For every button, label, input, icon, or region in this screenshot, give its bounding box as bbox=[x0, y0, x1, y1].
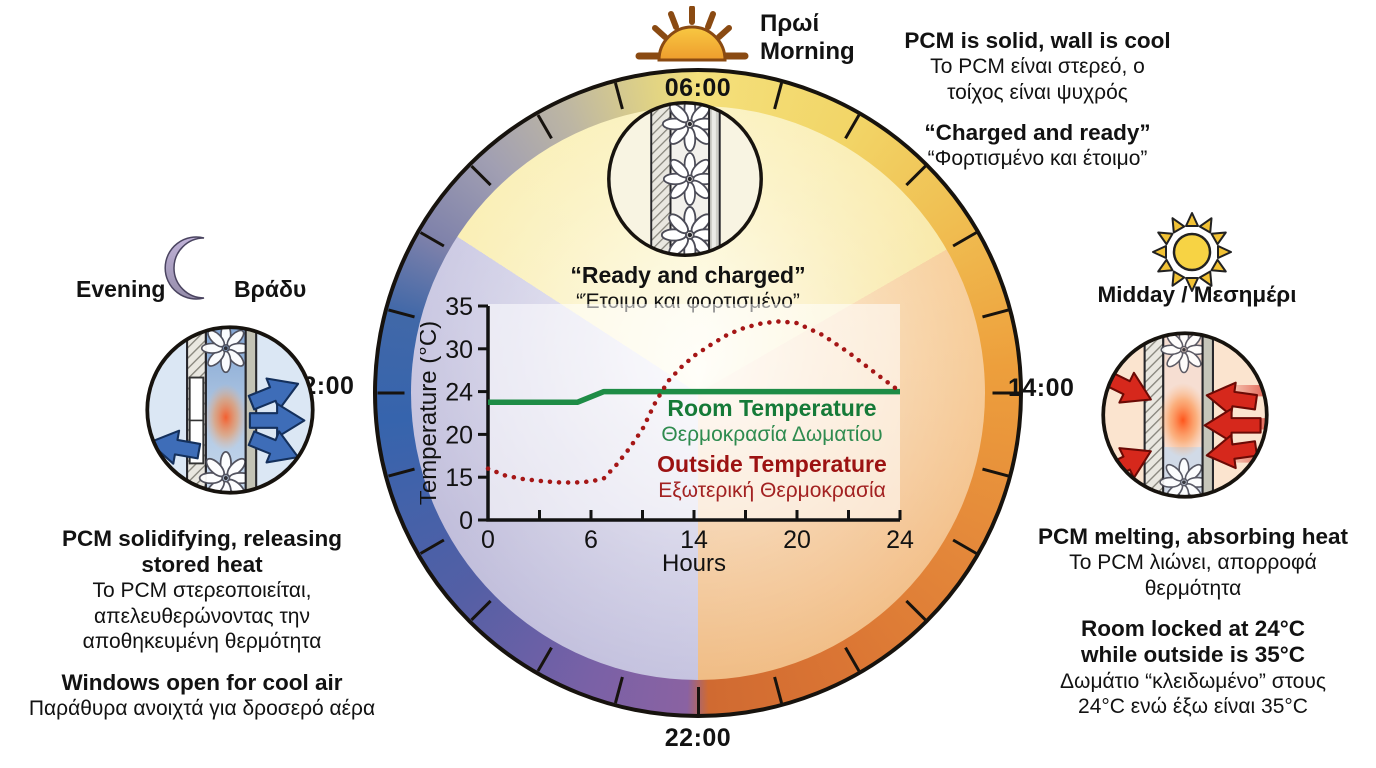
svg-text:20: 20 bbox=[783, 526, 811, 554]
clock-tick bbox=[981, 467, 1009, 478]
morning-note-el: Το PCM είναι στερεό, ο τοίχος είναι ψυχρ… bbox=[930, 55, 1145, 104]
heat-arrow-icons bbox=[1103, 371, 1262, 480]
wall-melting-pcm-illustration bbox=[1101, 331, 1269, 499]
morning-title-el: Πρωί bbox=[760, 10, 820, 37]
sunrise-icon bbox=[635, 6, 749, 62]
midday-note2-el: Δωμάτιο “κλειδωμένο” στους 24°C ενώ έξω … bbox=[1060, 669, 1326, 719]
chart-x-axis-label: Hours bbox=[662, 550, 726, 577]
chart-y-axis-label: Temperature (°C) bbox=[420, 321, 442, 505]
morning-quote-en: “Charged and ready” bbox=[924, 120, 1151, 146]
clock-tick bbox=[696, 687, 700, 714]
clock-tick bbox=[377, 391, 404, 395]
chart-plot-background bbox=[488, 304, 900, 520]
svg-text:6: 6 bbox=[584, 526, 598, 554]
midday-note-en: PCM melting, absorbing heat bbox=[1037, 524, 1349, 549]
clock-tick bbox=[772, 82, 783, 110]
wall-solid-pcm-illustration bbox=[607, 101, 763, 257]
clock-tick bbox=[843, 646, 860, 672]
evening-note2-en: Windows open for cool air bbox=[61, 670, 343, 696]
clock-tick bbox=[951, 231, 977, 248]
svg-text:24: 24 bbox=[445, 379, 473, 407]
evening-title-el: Βράδυ bbox=[234, 276, 307, 302]
legend-outside-temperature-el: Εξωτερική Θερμοκρασία bbox=[658, 479, 886, 502]
midday-annotation: PCM melting, absorbing heat Το PCM λιώνε… bbox=[1018, 524, 1368, 720]
wall-solidifying-pcm-illustration bbox=[145, 325, 315, 495]
svg-text:24: 24 bbox=[886, 526, 914, 554]
svg-text:14: 14 bbox=[680, 526, 708, 554]
legend-room-temperature-el: Θερμοκρασία Δωματίου bbox=[661, 423, 882, 446]
morning-title-en: Morning bbox=[760, 37, 855, 65]
chart-axes-and-series: 0 15 20 24 30 35 0 6 14 20 24 bbox=[445, 293, 914, 554]
morning-title: Πρωί Morning bbox=[760, 10, 855, 66]
moon-icon bbox=[164, 236, 205, 300]
clock-tick bbox=[981, 308, 1009, 319]
clock-tick bbox=[387, 308, 415, 319]
clock-tick bbox=[536, 114, 553, 140]
evening-note-en: PCM solidifying, releasing stored heat bbox=[61, 526, 343, 578]
evening-annotation: PCM solidifying, releasing stored heat Τ… bbox=[22, 526, 382, 722]
legend-room-temperature-en: Room Temperature bbox=[667, 395, 876, 421]
svg-text:0: 0 bbox=[481, 526, 495, 554]
clock-tick bbox=[613, 676, 624, 704]
clock-tick bbox=[904, 599, 927, 622]
midday-note2-en: Room locked at 24°C while outside is 35°… bbox=[1080, 616, 1306, 668]
clock-tick bbox=[469, 599, 492, 622]
evening-note-el: Το PCM στερεοποιείται, απελευθερώνοντας … bbox=[82, 579, 322, 654]
morning-quote-el: “Φορτισμένο και έτοιμο” bbox=[927, 147, 1148, 171]
svg-text:15: 15 bbox=[445, 464, 473, 492]
svg-text:35: 35 bbox=[445, 293, 473, 321]
evening-title-en: Evening bbox=[76, 276, 166, 302]
time-label-morning: 06:00 bbox=[664, 74, 732, 102]
svg-text:30: 30 bbox=[445, 336, 473, 364]
legend-outside-temperature-en: Outside Temperature bbox=[657, 451, 887, 477]
midday-note-el: Το PCM λιώνει, απορροφά θερμότητα bbox=[1069, 551, 1317, 600]
morning-annotation: PCM is solid, wall is cool Το PCM είναι … bbox=[845, 28, 1230, 172]
svg-text:0: 0 bbox=[459, 507, 473, 535]
morning-note-en: PCM is solid, wall is cool bbox=[904, 28, 1171, 53]
clock-tick bbox=[387, 467, 415, 478]
svg-text:20: 20 bbox=[445, 421, 473, 449]
clock-tick bbox=[536, 646, 553, 672]
midday-title: Midday / Μεσημέρι bbox=[1097, 282, 1297, 307]
clock-tick bbox=[469, 164, 492, 187]
time-label-night: 22:00 bbox=[664, 724, 732, 752]
evening-note2-el: Παράθυρα ανοιχτά για δροσερό αέρα bbox=[28, 697, 376, 721]
clock-tick bbox=[951, 538, 977, 555]
clock-tick bbox=[419, 231, 445, 248]
wall-quote-en: “Ready and charged” bbox=[570, 262, 806, 288]
time-label-midday: 14:00 bbox=[1008, 374, 1075, 402]
sun-icon bbox=[1152, 212, 1232, 292]
temperature-chart: 0 15 20 24 30 35 0 6 14 20 24 Temperature (°C) Hou… bbox=[420, 293, 914, 577]
clock-tick bbox=[772, 676, 783, 704]
